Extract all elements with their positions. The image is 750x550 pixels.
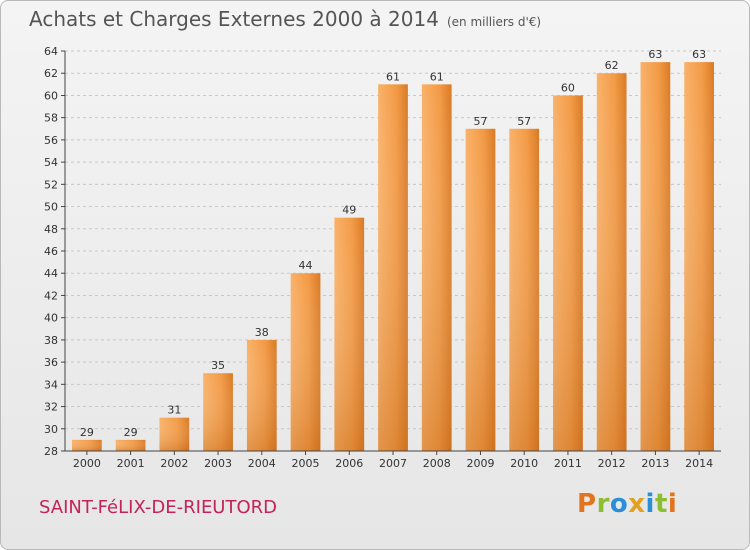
- bar-shade: [596, 73, 627, 451]
- bar-shade: [640, 62, 671, 451]
- y-tick-label: 58: [44, 112, 58, 125]
- y-axis: 28 30 32 34 36 38 40 42 44 46 48 50 52 54 56 58 60 62 64: [44, 45, 66, 458]
- data-label: 44: [299, 259, 313, 272]
- logo-letter: x: [628, 489, 646, 519]
- logo-letter: t: [654, 489, 668, 519]
- y-tick-label: 28: [44, 445, 58, 458]
- chart-subtitle: (en milliers d'€): [446, 15, 542, 29]
- bar-shade: [553, 95, 583, 451]
- data-label: 31: [167, 404, 181, 417]
- bar-series: 29 29 31 35 38 44 49 61 61 57 57 60 62 63 63: [71, 48, 715, 451]
- bar-shade: [159, 417, 190, 451]
- x-tick-label: 2014: [685, 457, 713, 470]
- logo-letter: i: [645, 489, 655, 519]
- y-tick-label: 34: [44, 378, 58, 391]
- data-label: 63: [692, 48, 706, 61]
- data-label: 57: [517, 115, 531, 128]
- y-tick-label: 52: [44, 178, 58, 191]
- logo-letter: o: [609, 489, 629, 519]
- data-label: 63: [648, 48, 662, 61]
- bar-shade: [465, 128, 496, 451]
- logo-letter: P: [577, 489, 597, 519]
- bar-chart: 28 30 32 34 36 38 40 42 44 46 48 50 52 54 56 58 60 62 64 2…: [44, 45, 721, 470]
- bar-shade: [203, 373, 233, 451]
- x-axis: 2000 2001 2002 2003 2004 2005 2006 2007 2008 2009…: [65, 450, 721, 470]
- data-label: 29: [80, 426, 94, 439]
- logo-letter: i: [667, 489, 678, 519]
- y-tick-label: 42: [44, 289, 58, 302]
- x-tick-label: 2001: [117, 457, 145, 470]
- y-tick-label: 46: [44, 245, 58, 258]
- data-label: 49: [342, 204, 356, 217]
- y-tick-label: 40: [44, 312, 58, 325]
- x-tick-label: 2011: [554, 457, 582, 470]
- x-tick-label: 2005: [292, 457, 320, 470]
- x-tick-label: 2013: [641, 457, 669, 470]
- y-tick-label: 32: [44, 401, 58, 414]
- y-tick-label: 54: [44, 156, 58, 169]
- x-tick-label: 2012: [598, 457, 626, 470]
- y-tick-label: 50: [44, 201, 58, 214]
- y-tick-label: 30: [44, 423, 58, 436]
- proxiti-logo: Proxiti: [577, 489, 677, 519]
- logo-letter: r: [596, 489, 610, 519]
- bar-shade: [290, 273, 321, 451]
- x-tick-label: 2008: [423, 457, 451, 470]
- data-label: 29: [124, 426, 138, 439]
- bar-shade: [684, 62, 715, 451]
- x-tick-label: 2009: [466, 457, 494, 470]
- data-label: 61: [430, 70, 444, 83]
- y-tick-label: 64: [44, 45, 58, 58]
- bar-shade: [378, 84, 408, 451]
- data-label: 57: [473, 115, 487, 128]
- y-tick-label: 60: [44, 89, 58, 102]
- x-tick-label: 2003: [204, 457, 232, 470]
- y-tick-label: 38: [44, 334, 58, 347]
- y-tick-label: 62: [44, 67, 58, 80]
- y-tick-label: 56: [44, 134, 58, 147]
- data-label: 61: [386, 70, 400, 83]
- data-label: 38: [255, 326, 269, 339]
- x-tick-label: 2000: [73, 457, 101, 470]
- y-tick-label: 36: [44, 356, 58, 369]
- bar-shade: [246, 339, 277, 451]
- data-label: 35: [211, 359, 225, 372]
- bar-shade: [509, 128, 540, 451]
- x-tick-label: 2010: [510, 457, 538, 470]
- data-label: 62: [605, 59, 619, 72]
- bar-shade: [115, 439, 146, 451]
- x-tick-label: 2004: [248, 457, 276, 470]
- chart-title: Achats et Charges Externes 2000 à 2014 (e…: [29, 7, 541, 31]
- bar-shade: [71, 439, 102, 451]
- x-tick-label: 2007: [379, 457, 407, 470]
- bar-shade: [334, 217, 365, 451]
- chart-title-text: Achats et Charges Externes 2000 à 2014: [29, 7, 439, 31]
- data-label: 60: [561, 81, 575, 94]
- y-tick-label: 44: [44, 267, 58, 280]
- x-tick-label: 2002: [160, 457, 188, 470]
- y-tick-label: 48: [44, 223, 58, 236]
- x-tick-label: 2006: [335, 457, 363, 470]
- bar-shade: [421, 84, 452, 451]
- town-name: SAINT-FéLIX-DE-RIEUTORD: [39, 497, 278, 518]
